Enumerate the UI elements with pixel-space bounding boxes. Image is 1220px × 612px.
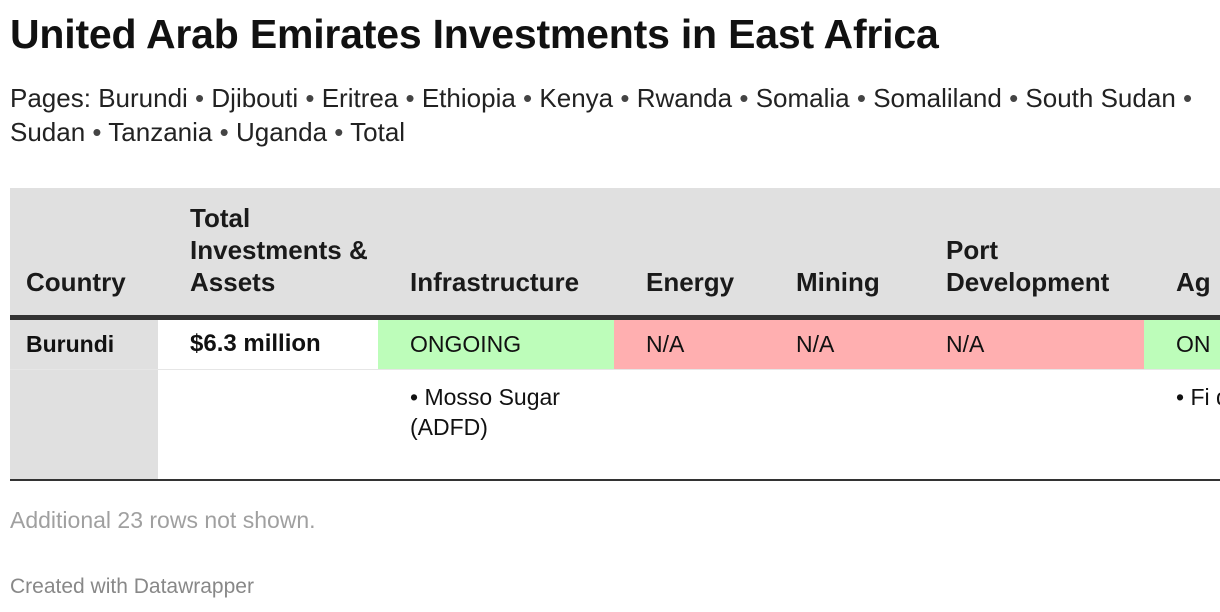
page-link[interactable]: Uganda <box>235 117 328 147</box>
page-separator: • <box>856 83 866 113</box>
cell-energy-status: N/A <box>614 317 764 370</box>
page-separator: • <box>1183 83 1193 113</box>
credit-link[interactable]: Created with Datawrapper <box>10 575 254 598</box>
cell-country-blank <box>10 369 158 481</box>
cell-infrastructure-status: ONGOING <box>378 317 614 370</box>
table-header-row: Country Total Investments & Assets Infra… <box>10 188 1220 320</box>
page-separator: • <box>1009 83 1019 113</box>
pages-label: Pages: <box>10 83 91 113</box>
page-link[interactable]: Tanzania <box>108 117 213 147</box>
page-link[interactable]: South Sudan <box>1025 83 1176 113</box>
cell-total-blank <box>158 369 378 481</box>
page-separator: • <box>523 83 533 113</box>
page-separator: • <box>195 83 205 113</box>
page-link[interactable]: Somaliland <box>873 83 1002 113</box>
page-link[interactable]: Burundi <box>98 83 188 113</box>
table-row: • Mosso Sugar (ADFD) • Fi dev (AD <box>10 369 1220 481</box>
header-mining[interactable]: Mining <box>764 188 914 320</box>
cell-infrastructure-detail: • Mosso Sugar (ADFD) <box>378 369 614 481</box>
header-country[interactable]: Country <box>10 188 158 320</box>
cell-total: $6.3 million <box>158 317 378 370</box>
page-link[interactable]: Rwanda <box>636 83 733 113</box>
pages-nav: Pages: Burundi • Djibouti • Eritrea • Et… <box>10 81 1195 149</box>
cell-agriculture-detail: • Fi dev (AD <box>1144 369 1220 481</box>
cell-port-blank <box>914 369 1144 481</box>
cell-energy-blank <box>614 369 764 481</box>
header-energy[interactable]: Energy <box>614 188 764 320</box>
cell-mining-blank <box>764 369 914 481</box>
investment-table: Country Total Investments & Assets Infra… <box>10 188 1220 486</box>
cell-port-status: N/A <box>914 317 1144 370</box>
header-port-development[interactable]: Port Development <box>914 188 1144 320</box>
page-link[interactable]: Kenya <box>539 83 614 113</box>
page-link[interactable]: Total <box>350 117 406 147</box>
page-link[interactable]: Eritrea <box>321 83 399 113</box>
page-separator: • <box>305 83 315 113</box>
page-separator: • <box>92 117 102 147</box>
header-agriculture[interactable]: Ag <box>1144 188 1220 320</box>
page-link[interactable]: Somalia <box>755 83 850 113</box>
cell-agriculture-status: ON <box>1144 317 1220 370</box>
header-infrastructure[interactable]: Infrastructure <box>378 188 614 320</box>
header-total-investments[interactable]: Total Investments & Assets <box>158 188 378 320</box>
page-link[interactable]: Djibouti <box>211 83 299 113</box>
table-row: Burundi $6.3 million ONGOING N/A N/A N/A… <box>10 317 1220 370</box>
page-separator: • <box>334 117 344 147</box>
page-separator: • <box>405 83 415 113</box>
cell-mining-status: N/A <box>764 317 914 370</box>
page-title: United Arab Emirates Investments in East… <box>10 11 939 57</box>
page-link[interactable]: Ethiopia <box>421 83 516 113</box>
rows-note: Additional 23 rows not shown. <box>10 507 316 533</box>
page-separator: • <box>620 83 630 113</box>
cell-country: Burundi <box>10 317 158 370</box>
page-separator: • <box>219 117 229 147</box>
page-separator: • <box>739 83 749 113</box>
page-link[interactable]: Sudan <box>10 117 86 147</box>
